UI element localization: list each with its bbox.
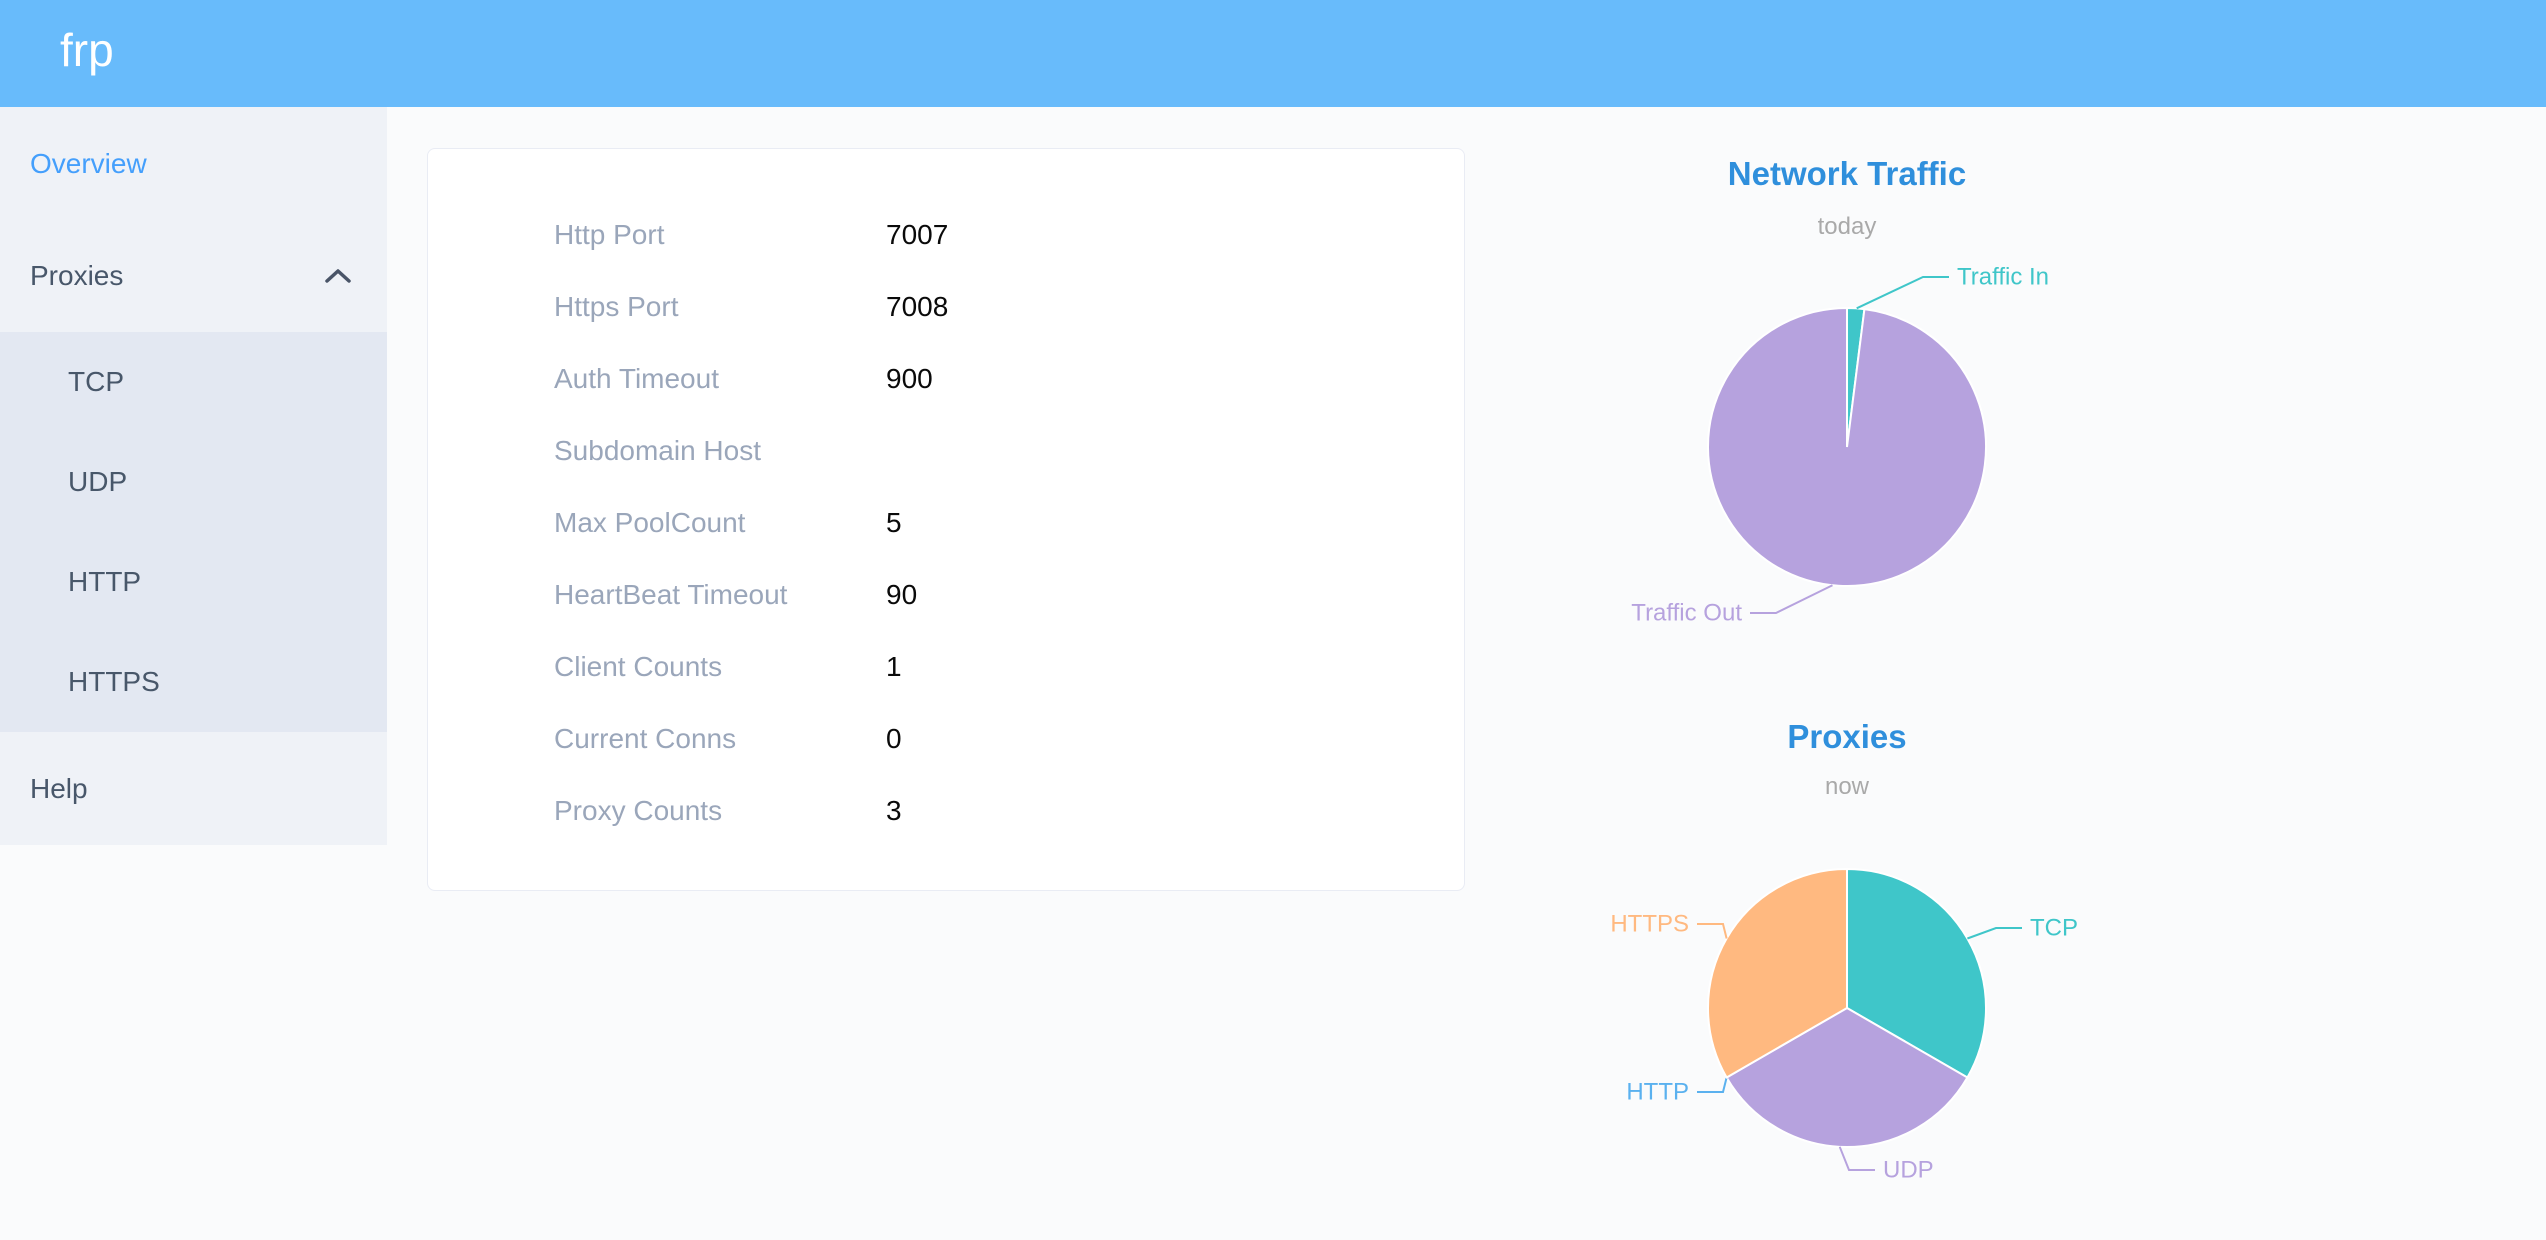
sidebar-item-https[interactable]: HTTPS [68, 666, 160, 697]
row-label: Subdomain Host [554, 435, 762, 466]
proxies-submenu: TCP UDP HTTP HTTPS [0, 332, 387, 732]
row-value: 7008 [886, 291, 949, 322]
pie-label-line [1697, 923, 1728, 939]
server-info-row: Client Counts 1 [428, 631, 1464, 703]
sidebar-item-proxies-label: Proxies [30, 260, 124, 291]
proxies-chart-title: Proxies [1787, 718, 1907, 755]
row-label: Max PoolCount [554, 507, 746, 538]
network-traffic-pie-chart: Traffic In Traffic Out [1631, 264, 2049, 627]
pie-slice-label: Traffic Out [1631, 600, 1742, 627]
pie-label-line [1750, 584, 1833, 614]
row-label: Client Counts [554, 651, 723, 682]
row-value: 5 [886, 507, 902, 538]
row-label: Current Conns [554, 723, 737, 754]
sidebar-item-help[interactable]: Help [30, 773, 88, 804]
row-label: Proxy Counts [554, 795, 723, 826]
row-value: 90 [886, 579, 918, 610]
row-label: Http Port [554, 219, 665, 250]
server-info-row: Http Port 7007 [428, 199, 1464, 271]
app-header: frp [0, 0, 2546, 107]
server-info-rows: Http Port 7007 Https Port 7008 Auth Timeout 9… [428, 199, 1464, 847]
server-info-row: Auth Timeout 900 [428, 343, 1464, 415]
server-info-row: Current Conns 0 [428, 703, 1464, 775]
proxies-pie-chart: TCP UDP HTTP HTTPS [1610, 867, 2078, 1184]
server-info-row: HeartBeat Timeout 90 [428, 559, 1464, 631]
pie-label-line [1967, 927, 2022, 940]
pie-slice-label: TCP [2030, 915, 2078, 942]
sidebar: Overview Proxies TCP UDP HTTP HTTPS Help [0, 107, 387, 845]
row-label: Https Port [554, 291, 679, 322]
proxies-chart-subtitle: now [1824, 773, 1870, 800]
pie-label-line [1697, 1077, 1728, 1093]
server-info-row: Max PoolCount 5 [428, 487, 1464, 559]
sidebar-item-overview[interactable]: Overview [30, 148, 147, 179]
server-info-card: Http Port 7007 Https Port 7008 Auth Timeout 9… [427, 148, 1465, 891]
sidebar-item-udp[interactable]: UDP [68, 466, 128, 497]
pie-slice-label: Traffic In [1957, 264, 2049, 291]
pie-label-line [1838, 1146, 1875, 1171]
pie-slice-label: HTTP [1626, 1079, 1689, 1106]
network-traffic-chart-title: Network Traffic [1727, 155, 1967, 192]
pie-slice-traffic-out[interactable] [1707, 306, 1987, 587]
sidebar-item-proxies[interactable]: Proxies [0, 220, 387, 332]
row-label: HeartBeat Timeout [554, 579, 788, 610]
pie-slice-label: HTTPS [1610, 911, 1689, 938]
row-label: Auth Timeout [554, 363, 719, 394]
row-value: 7007 [886, 219, 949, 250]
row-value: 900 [886, 363, 933, 394]
network-traffic-chart-subtitle: today [1817, 213, 1877, 240]
sidebar-item-http[interactable]: HTTP [68, 566, 142, 597]
row-value: 0 [886, 723, 902, 754]
pie-slice-label: UDP [1883, 1157, 1934, 1184]
sidebar-item-tcp[interactable]: TCP [68, 366, 124, 397]
pie-label-line [1856, 276, 1949, 310]
chevron-up-icon [325, 269, 351, 283]
server-info-row: Https Port 7008 [428, 271, 1464, 343]
row-value: 1 [886, 651, 902, 682]
server-info-row: Proxy Counts 3 [428, 775, 1464, 847]
app-logo: frp [60, 24, 114, 76]
row-value: 3 [886, 795, 902, 826]
server-info-row: Subdomain Host [428, 415, 1464, 487]
